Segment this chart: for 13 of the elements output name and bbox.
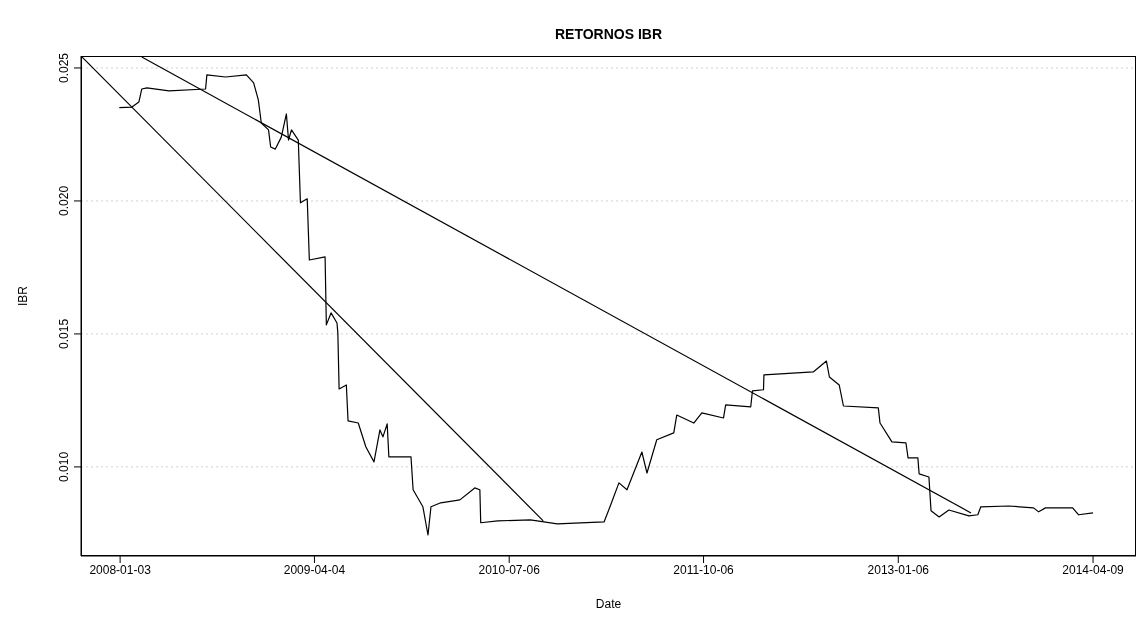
x-tick-label: 2009-04-04 bbox=[283, 562, 346, 577]
x-tick-label: 2010-07-06 bbox=[478, 562, 541, 577]
x-tick-label: 2013-01-06 bbox=[867, 562, 930, 577]
y-axis-title: IBR bbox=[16, 285, 31, 306]
y-tick-label: 0.015 bbox=[57, 318, 71, 349]
x-tick-label: 2014-04-09 bbox=[1062, 562, 1125, 577]
x-tick-label: 2011-10-06 bbox=[673, 562, 735, 577]
x-axis-title: Date bbox=[595, 597, 622, 611]
y-tick-label: 0.010 bbox=[57, 451, 71, 482]
x-tick-label: 2008-01-03 bbox=[89, 562, 152, 577]
y-tick-label: 0.020 bbox=[57, 185, 71, 216]
y-tick-label: 0.025 bbox=[57, 52, 71, 83]
chart-title: RETORNOS IBR bbox=[553, 26, 664, 42]
